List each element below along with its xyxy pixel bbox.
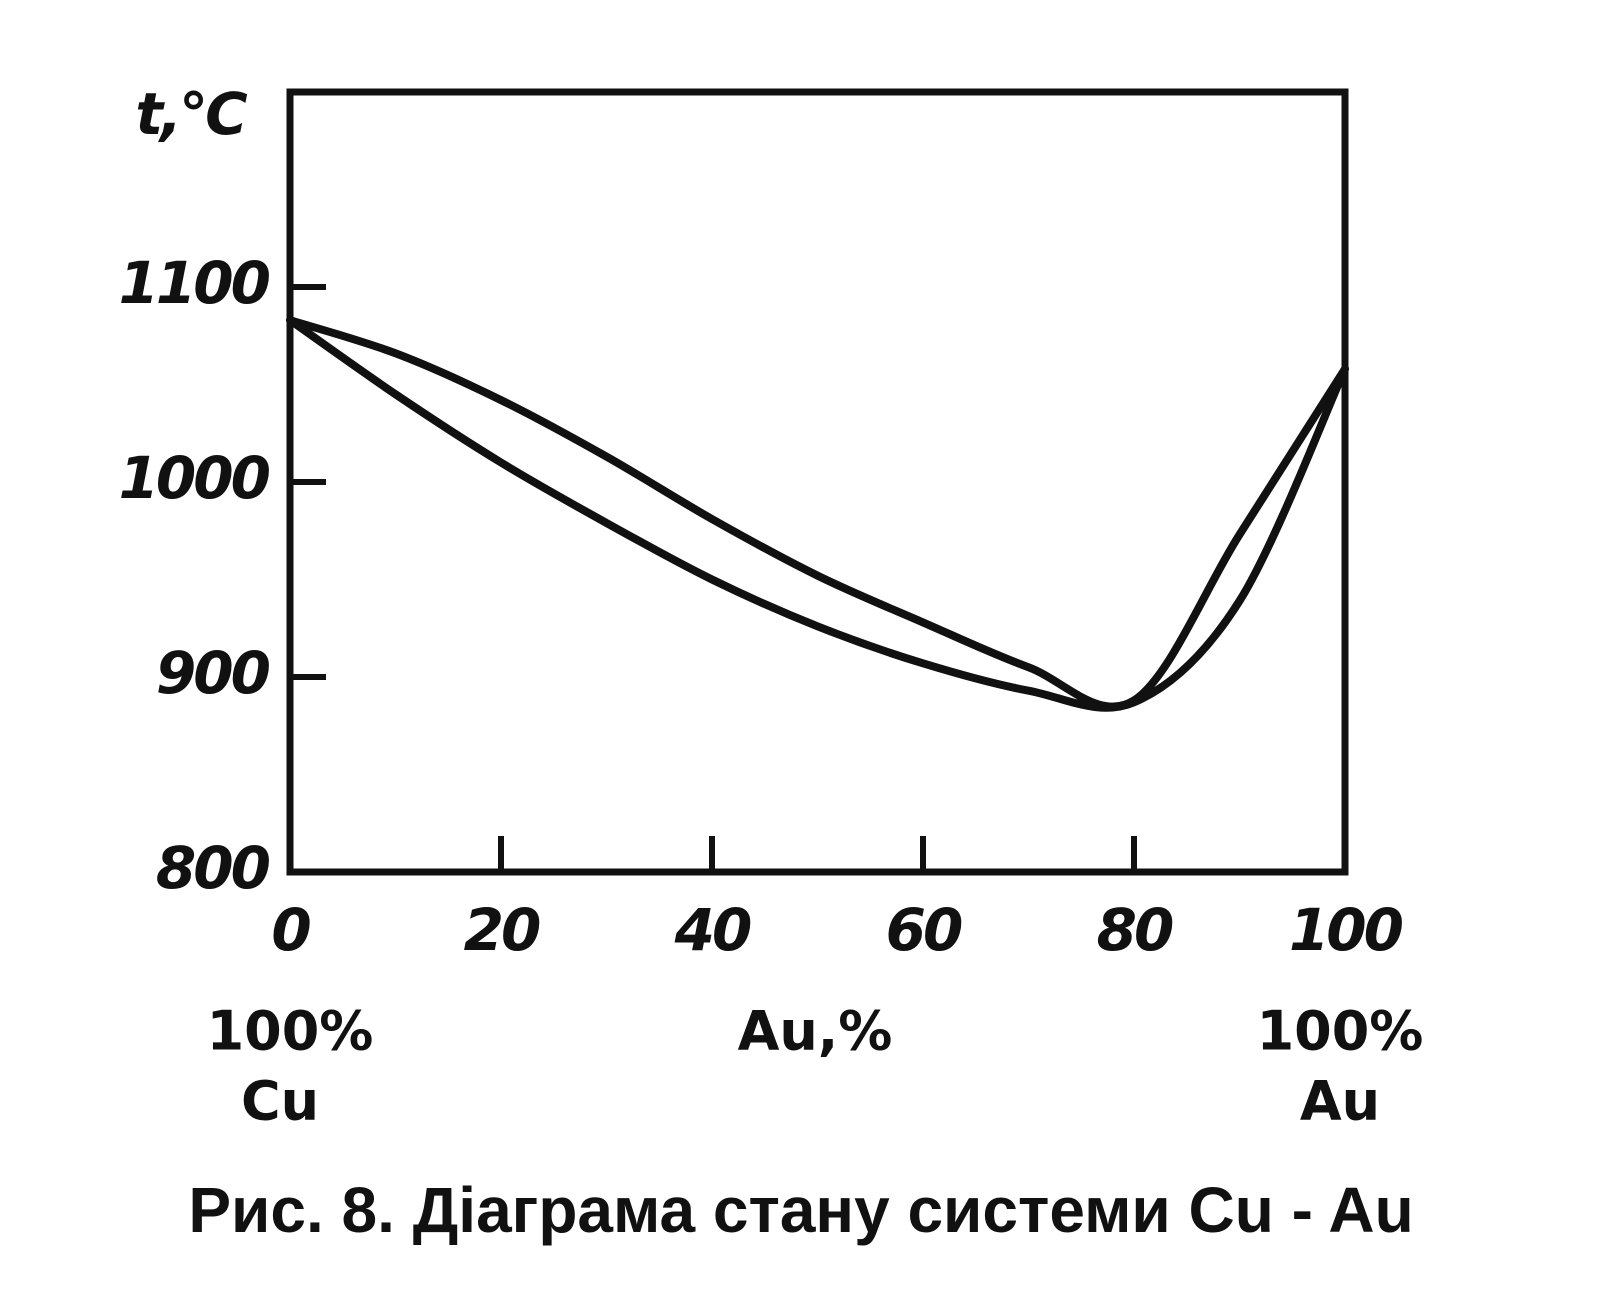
y-tick-label: 1100 — [119, 249, 270, 317]
x-tick-label: 80 — [1097, 896, 1173, 964]
phase-curve — [286, 316, 1349, 712]
y-tick-label: 800 — [156, 834, 270, 902]
y-axis-label: t,°C — [135, 80, 247, 148]
x-tick-label: 0 — [271, 896, 310, 964]
phase-curve — [286, 316, 1349, 711]
x-tick-label: 20 — [464, 896, 540, 964]
left-end-label: Cu — [241, 1070, 319, 1133]
x-tick-label: 40 — [674, 896, 751, 964]
right-end-label: 100% — [1257, 1000, 1424, 1063]
left-end-label: 100% — [207, 1000, 374, 1063]
x-tick-label: 60 — [886, 896, 962, 964]
x-tick-label: 100 — [1289, 896, 1403, 964]
x-axis-label: Au,% — [738, 1000, 893, 1063]
right-end-label: Au — [1300, 1070, 1380, 1133]
plot-frame — [286, 88, 1349, 876]
chart-title: Рис. 8. Діаграма стану системи Cu - Au — [188, 1174, 1413, 1246]
y-tick-label: 900 — [156, 639, 270, 707]
y-tick-label: 1000 — [119, 444, 270, 512]
